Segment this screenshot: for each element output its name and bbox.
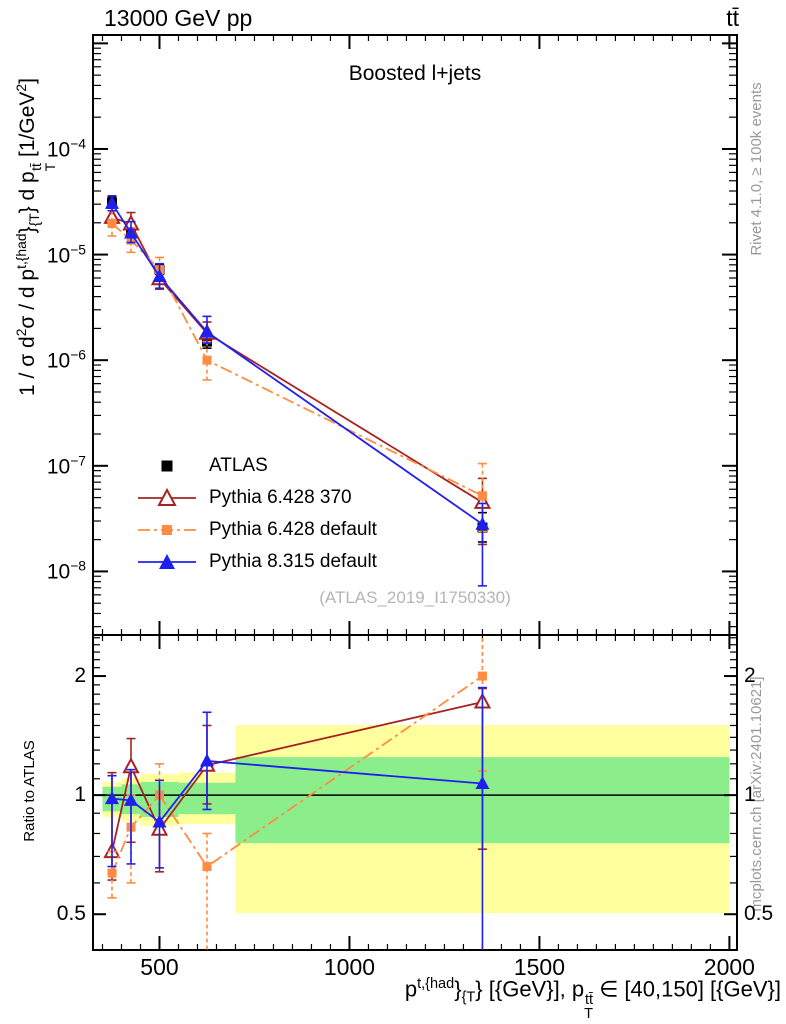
data-point-marker — [202, 862, 212, 872]
data-point-marker — [123, 225, 138, 239]
beam-energy-label: 13000 GeV pp — [104, 5, 253, 31]
series-pythia-8-315-default-ratio — [104, 686, 490, 950]
legend-label: ATLAS — [209, 455, 268, 476]
y-tick-label: 10−4 — [46, 135, 86, 162]
legend: ATLAS Pythia 6.428 370 Pythia 6.428 defa… — [138, 450, 377, 578]
x-tick-label: 1500 — [513, 954, 566, 980]
analysis-id-watermark: (ATLAS_2019_I1750330) — [319, 588, 511, 607]
data-point-marker — [152, 814, 167, 828]
y-tick-label: 10−5 — [46, 241, 86, 268]
legend-item-pythia6-default: Pythia 6.428 default — [138, 514, 377, 546]
uncertainty-bands — [102, 725, 730, 914]
x-axis-title: pt,{had}{T} [{GeV}], p tt̄ T ∈ [40,150] [{… — [404, 976, 781, 1023]
data-point-marker — [475, 776, 490, 790]
series-pythia-8-315-default — [104, 195, 490, 587]
ratio-tick-label-left: 0.5 — [56, 902, 86, 926]
series-line — [111, 222, 483, 497]
data-point-marker — [199, 324, 214, 338]
data-point-marker — [152, 269, 167, 283]
data-point-marker — [202, 355, 212, 365]
y-tick-label: 10−8 — [46, 557, 86, 584]
process-label: tt̄ — [726, 5, 739, 31]
x-tick-label: 2000 — [703, 954, 755, 980]
ratio-tick-label-right: 0.5 — [744, 902, 774, 926]
legend-label: Pythia 6.428 default — [209, 519, 377, 540]
data-point-marker — [199, 753, 214, 767]
plot-title: Boosted l+jets — [348, 62, 482, 85]
legend-item-pythia6-370: Pythia 6.428 370 — [138, 482, 377, 514]
legend-label: Pythia 6.428 370 — [209, 487, 352, 508]
pythia6-370-marker-icon — [138, 487, 196, 506]
rivet-version-note: Rivet 4.1.0, ≥ 100k events — [748, 82, 765, 256]
data-point-marker — [107, 218, 117, 228]
ratio-axis-title: Ratio to ATLAS — [21, 740, 38, 842]
x-tick-label: 500 — [140, 954, 179, 980]
pythia8-default-marker-icon — [138, 554, 196, 569]
y-axis-title: 1 / σ d2σ / d pt,{had}{T} d p tt̄ T [1/GeV… — [13, 78, 59, 396]
data-point-marker — [123, 792, 138, 806]
y-tick-label: 10−6 — [46, 346, 86, 373]
x-tick-label: 1000 — [323, 954, 376, 980]
data-point-marker — [477, 671, 487, 681]
atlas-marker-icon — [161, 460, 173, 472]
pythia6-default-marker-icon — [138, 525, 196, 535]
legend-item-pythia8-default: Pythia 8.315 default — [138, 546, 377, 578]
axis-ticks — [93, 35, 737, 950]
ratio-tick-label-left: 1 — [74, 783, 86, 807]
data-point-marker — [475, 516, 490, 530]
y-tick-label: 10−7 — [46, 452, 86, 479]
legend-item-atlas: ATLAS — [138, 450, 377, 482]
ratio-panel-frame — [92, 634, 738, 951]
data-point-marker — [477, 491, 487, 501]
legend-label: Pythia 8.315 default — [209, 551, 377, 572]
ratio-tick-label-right: 2 — [744, 664, 756, 688]
data-point-marker — [107, 868, 117, 878]
ratio-tick-label-left: 2 — [74, 664, 86, 688]
ratio-tick-label-right: 1 — [744, 783, 756, 807]
data-point-marker — [104, 195, 119, 209]
data-point-marker — [104, 791, 119, 805]
